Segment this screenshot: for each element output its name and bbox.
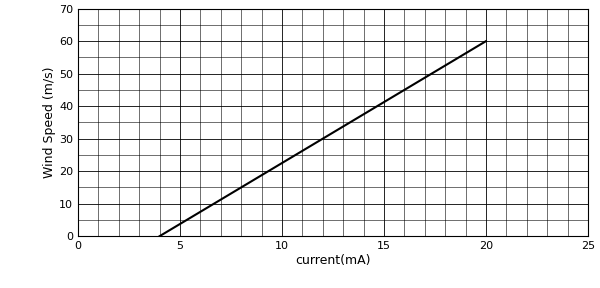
Y-axis label: Wind Speed (m/s): Wind Speed (m/s) (43, 67, 56, 178)
X-axis label: current(mA): current(mA) (295, 254, 371, 267)
